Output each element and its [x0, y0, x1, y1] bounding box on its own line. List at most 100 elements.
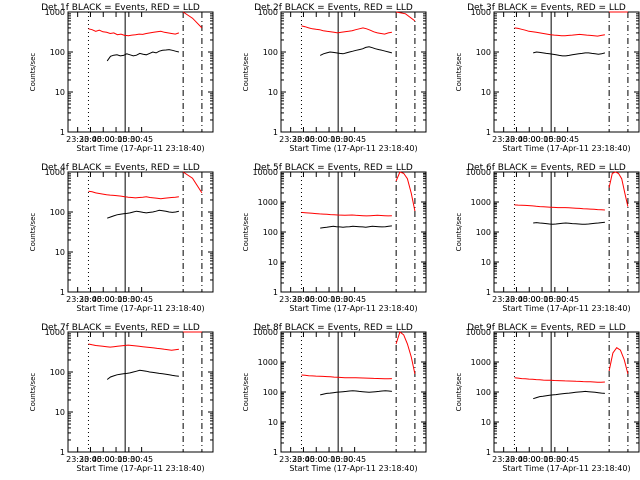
y-axis-label: Counts/sec — [242, 213, 250, 252]
chart-title: Det 4f BLACK = Events, RED = LLD — [41, 163, 200, 173]
x-tick-label: 00:00 — [305, 295, 328, 304]
x-axis-label: Start Time (17-Apr-11 23:18:40) — [76, 464, 204, 473]
y-tick-label: 100 — [476, 388, 491, 397]
plot-frame — [67, 11, 214, 133]
y-tick-label: 1000 — [258, 8, 278, 17]
chart-title: Det 3f BLACK = Events, RED = LLD — [467, 3, 626, 13]
x-tick-label: 23:30 — [66, 135, 89, 144]
x-tick-label: 00:30 — [330, 455, 353, 464]
chart-title: Det 7f BLACK = Events, RED = LLD — [41, 323, 200, 333]
y-tick-label: 10000 — [253, 328, 278, 337]
chart-panel: Det 5f BLACK = Events, RED = LLD 1 10 100 10… — [242, 163, 427, 313]
x-tick-label: 23:30 — [279, 295, 302, 304]
x-tick-label: 00:15 — [531, 455, 554, 464]
y-axis-label: Counts/sec — [455, 213, 463, 252]
x-axis-label: Start Time (17-Apr-11 23:18:40) — [76, 304, 204, 313]
x-tick-label: 00:30 — [117, 135, 140, 144]
x-axis-label: Start Time (17-Apr-11 23:18:40) — [76, 144, 204, 153]
x-axis-label: Start Time (17-Apr-11 23:18:40) — [502, 464, 630, 473]
y-tick-label: 100 — [263, 388, 278, 397]
x-tick-label: 00:00 — [92, 135, 115, 144]
plot-frame — [493, 11, 640, 133]
y-axis-label: Counts/sec — [455, 373, 463, 412]
y-tick-label: 10000 — [253, 168, 278, 177]
plot-frame — [280, 171, 427, 293]
lld-series-line — [514, 27, 605, 37]
x-tick-label: 23:45 — [505, 135, 528, 144]
chart-title: Det 8f BLACK = Events, RED = LLD — [254, 323, 413, 333]
x-axis-label: Start Time (17-Apr-11 23:18:40) — [289, 464, 417, 473]
lld-series-line — [514, 204, 605, 211]
chart-title: Det 6f BLACK = Events, RED = LLD — [467, 163, 626, 173]
x-tick-label: 00:15 — [105, 135, 128, 144]
y-tick-label: 1 — [60, 448, 65, 457]
x-axis-label: Start Time (17-Apr-11 23:18:40) — [502, 304, 630, 313]
plot-frame — [493, 171, 640, 293]
y-tick-label: 100 — [476, 48, 491, 57]
x-tick-label: 00:30 — [330, 135, 353, 144]
plot-frame — [67, 171, 214, 293]
y-tick-label: 1000 — [471, 8, 491, 17]
y-tick-label: 1 — [273, 128, 278, 137]
plot-frame — [280, 11, 427, 133]
x-tick-label: 00:00 — [518, 295, 541, 304]
x-tick-label: 00:45 — [343, 455, 366, 464]
events-series-line — [320, 390, 392, 396]
lld-series-line — [182, 11, 203, 29]
x-tick-label: 00:15 — [318, 135, 341, 144]
lld-series-line — [608, 171, 629, 207]
chart-panel: Det 3f BLACK = Events, RED = LLD 1 10 100 10… — [455, 3, 640, 153]
y-axis-label: Counts/sec — [242, 373, 250, 412]
events-series-line — [106, 49, 180, 62]
x-tick-label: 00:45 — [130, 295, 153, 304]
y-tick-label: 1 — [486, 288, 491, 297]
y-tick-label: 10 — [55, 248, 65, 257]
y-tick-label: 10000 — [466, 328, 491, 337]
x-axis-label: Start Time (17-Apr-11 23:18:40) — [289, 144, 417, 153]
y-tick-label: 10 — [268, 88, 278, 97]
y-tick-label: 10000 — [466, 168, 491, 177]
chart-title: Det 5f BLACK = Events, RED = LLD — [254, 163, 413, 173]
y-tick-label: 1000 — [45, 168, 65, 177]
x-tick-label: 00:00 — [92, 295, 115, 304]
events-series-line — [107, 209, 180, 219]
x-tick-label: 00:45 — [556, 455, 579, 464]
x-tick-label: 00:00 — [305, 135, 328, 144]
y-tick-label: 10 — [268, 258, 278, 267]
chart-panel: Det 9f BLACK = Events, RED = LLD 1 10 100 10… — [455, 323, 640, 473]
x-tick-label: 00:45 — [130, 455, 153, 464]
chart-panel: Det 7f BLACK = Events, RED = LLD 1 10 100 10… — [29, 323, 214, 473]
x-tick-label: 23:45 — [79, 295, 102, 304]
lld-series-line — [88, 190, 179, 200]
events-series-line — [533, 221, 605, 225]
chart-title: Det 1f BLACK = Events, RED = LLD — [41, 3, 200, 13]
lld-series-line — [396, 11, 416, 22]
y-tick-label: 1 — [486, 128, 491, 137]
chart-panel: Det 2f BLACK = Events, RED = LLD 1 10 100 10… — [242, 3, 427, 153]
x-tick-label: 00:30 — [117, 455, 140, 464]
x-tick-label: 23:30 — [66, 455, 89, 464]
x-tick-label: 23:45 — [292, 135, 315, 144]
x-tick-label: 23:30 — [492, 455, 515, 464]
y-tick-label: 10 — [55, 88, 65, 97]
x-tick-label: 23:45 — [292, 295, 315, 304]
lld-series-line — [608, 347, 629, 375]
y-tick-label: 100 — [50, 48, 65, 57]
events-series-line — [106, 369, 179, 380]
x-axis-label: Start Time (17-Apr-11 23:18:40) — [502, 144, 630, 153]
x-tick-label: 00:45 — [343, 295, 366, 304]
events-series-line — [319, 46, 393, 56]
x-tick-label: 00:00 — [305, 455, 328, 464]
chart-panel: Det 8f BLACK = Events, RED = LLD 1 10 100 10… — [242, 323, 427, 473]
y-tick-label: 10 — [481, 88, 491, 97]
chart-title: Det 9f BLACK = Events, RED = LLD — [467, 323, 626, 333]
y-tick-label: 1 — [60, 128, 65, 137]
lld-series-line — [301, 211, 392, 217]
x-tick-label: 23:30 — [279, 455, 302, 464]
chart-panel: Det 4f BLACK = Events, RED = LLD 1 10 100 10… — [29, 163, 214, 313]
x-tick-label: 00:30 — [543, 295, 566, 304]
x-axis-label: Start Time (17-Apr-11 23:18:40) — [289, 304, 417, 313]
x-tick-label: 00:30 — [543, 135, 566, 144]
lld-series-line — [88, 343, 179, 351]
